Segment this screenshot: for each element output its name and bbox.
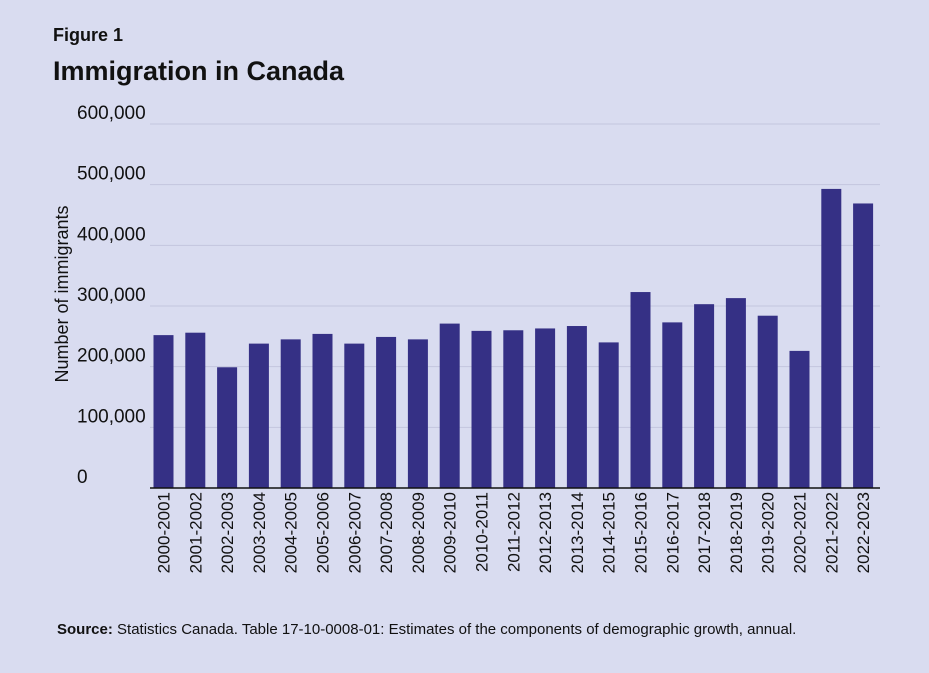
- bar: [407, 339, 428, 488]
- bar: [535, 328, 556, 488]
- x-tick-label: 2002-2003: [218, 492, 237, 573]
- source-note: Source: Statistics Canada. Table 17-10-0…: [57, 621, 796, 638]
- chart-title: Immigration in Canada: [53, 56, 345, 86]
- y-axis-label: Number of immigrants: [52, 205, 72, 382]
- x-tick-label: 2013-2014: [568, 492, 587, 573]
- bar: [471, 330, 492, 488]
- figure-label: Figure 1: [53, 25, 124, 45]
- x-tick-label: 2008-2009: [409, 492, 428, 573]
- bar: [248, 343, 269, 488]
- bar: [789, 350, 810, 488]
- y-tick-label: 500,000: [77, 164, 146, 185]
- bar: [757, 315, 778, 488]
- x-tick-label: 2007-2008: [377, 492, 396, 573]
- x-tick-label: 2016-2017: [663, 492, 682, 573]
- bar: [185, 332, 206, 488]
- bar: [439, 323, 460, 488]
- x-tick-labels: 2000-2001 2001-2002 2002-2003 2003-2004 2004…: [155, 492, 874, 573]
- x-tick-label: 2012-2013: [536, 492, 555, 573]
- x-tick-label: 2022-2023: [854, 492, 873, 573]
- x-tick-label: 2018-2019: [727, 492, 746, 573]
- source-label: Source:: [57, 621, 113, 638]
- bar: [853, 203, 874, 488]
- x-tick-label: 2015-2016: [632, 492, 651, 573]
- x-tick-label: 2009-2010: [441, 492, 460, 573]
- bar: [217, 367, 238, 488]
- bar: [725, 298, 746, 488]
- x-tick-label: 2000-2001: [155, 492, 174, 573]
- source-text: Statistics Canada. Table 17-10-0008-01: …: [117, 621, 797, 638]
- bar: [821, 188, 842, 488]
- bar: [503, 330, 524, 488]
- bar: [566, 326, 587, 488]
- x-tick-label: 2004-2005: [282, 492, 301, 573]
- x-tick-label: 2003-2004: [250, 492, 269, 573]
- y-tick-label: 400,000: [77, 224, 146, 245]
- bar: [630, 292, 651, 488]
- x-tick-label: 2010-2011: [473, 492, 492, 572]
- bar: [694, 304, 715, 488]
- bar: [153, 335, 174, 488]
- y-tick-labels: 0 100,000 200,000 300,000 400,000 500,000 600,…: [77, 103, 146, 488]
- x-tick-label: 2021-2022: [822, 492, 841, 573]
- bar: [344, 343, 365, 488]
- bar: [662, 322, 683, 488]
- bar: [598, 342, 619, 488]
- x-tick-label: 2020-2021: [791, 492, 810, 573]
- bars: [153, 188, 874, 488]
- y-tick-label: 200,000: [77, 346, 146, 367]
- y-tick-label: 0: [77, 467, 88, 488]
- y-tick-label: 100,000: [77, 406, 146, 427]
- x-tick-label: 2006-2007: [345, 492, 364, 573]
- bar-chart: 0 100,000 200,000 300,000 400,000 500,000 600,…: [52, 103, 880, 573]
- bar: [376, 336, 397, 488]
- bar: [312, 333, 333, 488]
- x-tick-label: 2014-2015: [600, 492, 619, 573]
- bar: [280, 339, 301, 488]
- y-tick-label: 600,000: [77, 103, 146, 124]
- y-tick-label: 300,000: [77, 285, 146, 306]
- x-tick-label: 2001-2002: [186, 492, 205, 573]
- x-tick-label: 2011-2012: [504, 492, 523, 572]
- x-tick-label: 2017-2018: [695, 492, 714, 573]
- x-tick-label: 2005-2006: [314, 492, 333, 573]
- x-tick-label: 2019-2020: [759, 492, 778, 573]
